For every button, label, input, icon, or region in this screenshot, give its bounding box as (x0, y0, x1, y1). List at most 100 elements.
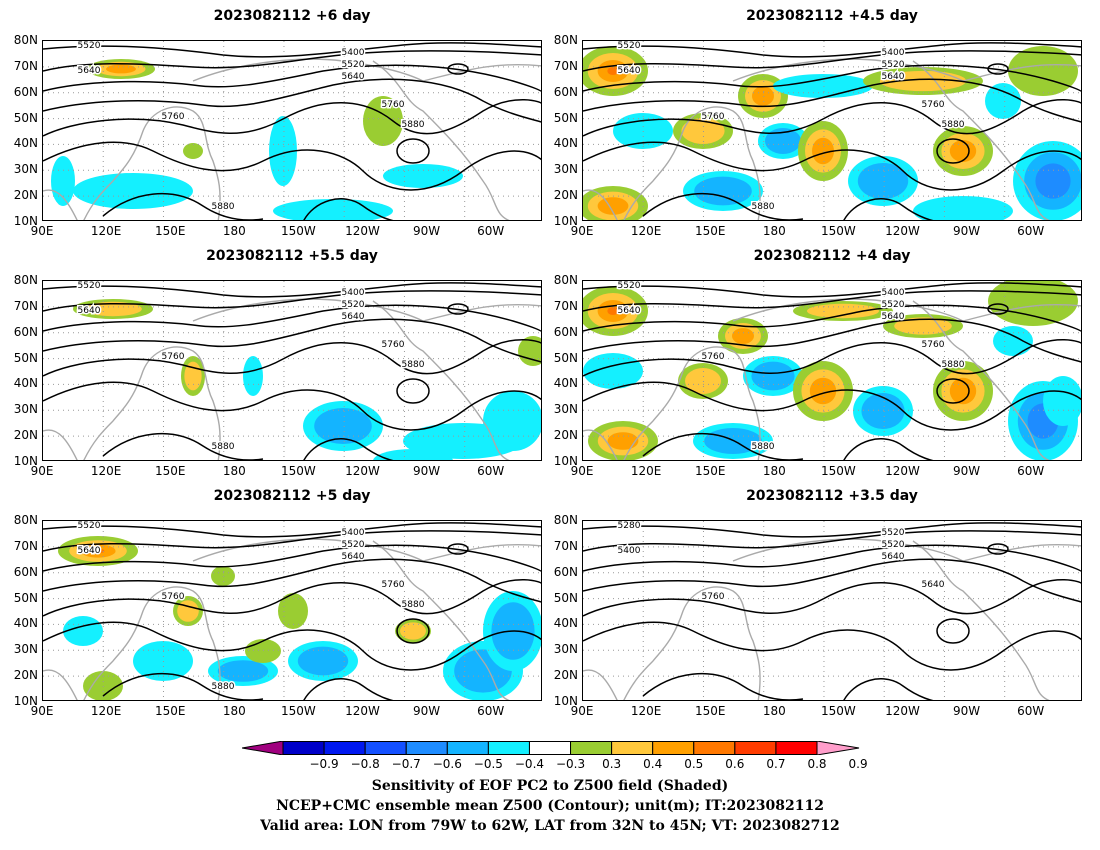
latitude-label: 70N (553, 298, 578, 313)
z500-contour-line (583, 530, 1081, 552)
colorbar-segment (652, 741, 695, 755)
latitude-label: 50N (553, 350, 578, 365)
panel-title: 2023082112 +4.5 day (746, 8, 918, 24)
colorbar-min-triangle (242, 741, 284, 755)
colorbar-tick-label: 0.7 (766, 757, 786, 771)
panel-title: 2023082112 +5.5 day (206, 248, 378, 264)
colorbar-segment (611, 741, 654, 755)
z500-contour-line (583, 339, 1081, 377)
longitude-label: 150E (694, 464, 726, 478)
latitude-label: 80N (13, 273, 38, 287)
latitude-label: 40N (553, 616, 578, 631)
contour-label: 5640 (342, 72, 365, 82)
map-panel: 5520 5640 5400 5520 5640 5760 5760 5880 5880 (582, 40, 1082, 221)
positive-sensitivity-area (798, 121, 848, 181)
latitude-label: 30N (13, 642, 38, 657)
longitude-label: 120W (885, 224, 920, 238)
contour-label: 5880 (942, 360, 965, 370)
contour-label: 5400 (882, 48, 905, 58)
latitude-label: 80N (553, 33, 578, 47)
positive-sensitivity-area (933, 361, 993, 421)
caption-valid-area: Valid area: LON from 79W to 62W, LAT fro… (260, 818, 840, 834)
longitude-label: 180 (222, 464, 246, 478)
z500-contour-line (642, 433, 804, 460)
z500-contour-line (43, 50, 541, 72)
z500-contour-line (102, 673, 264, 700)
latitude-label: 40N (553, 376, 578, 391)
positive-sensitivity-area (583, 46, 648, 96)
latitude-label: 60N (553, 84, 578, 99)
latitude-label: 20N (553, 668, 578, 683)
colorbar-segment (323, 741, 366, 755)
colorbar-segment (487, 741, 530, 755)
longitude-label: 90W (953, 704, 981, 718)
z500-contour-line (583, 381, 1081, 431)
positive-sensitivity-area (245, 639, 281, 663)
latitude-label: 20N (13, 668, 38, 683)
colorbar-tick-label: 0.4 (643, 757, 663, 771)
contour-label: 5880 (212, 442, 235, 452)
longitude-label: 90E (570, 464, 594, 478)
longitude-label: 120W (345, 224, 380, 238)
z500-contour-line (43, 64, 541, 92)
longitude-label: 150E (154, 704, 186, 718)
longitude-label: 120E (630, 464, 662, 478)
longitude-label: 120W (345, 704, 380, 718)
longitude-label: 90E (570, 704, 594, 718)
coastline (43, 58, 541, 220)
negative-sensitivity-area (208, 656, 278, 686)
longitude-label: 120W (885, 464, 920, 478)
latitude-label: 50N (553, 110, 578, 125)
longitude-label: 60W (1017, 704, 1045, 718)
longitude-label: 90W (413, 224, 441, 238)
negative-sensitivity-area (63, 616, 103, 646)
latitude-label: 10N (553, 694, 578, 708)
latitude-label: 30N (13, 402, 38, 417)
longitude-label: 150E (694, 224, 726, 238)
contour-label: 5760 (922, 100, 945, 110)
contour-label: 5520 (618, 41, 641, 51)
latitude-label: 30N (13, 162, 38, 177)
z500-contour-line (303, 198, 394, 220)
negative-sensitivity-area (373, 449, 453, 460)
contour-label: 5760 (162, 592, 185, 602)
colorbar-tick-label: 0.5 (684, 757, 704, 771)
contour-label: 5520 (882, 60, 905, 70)
coastline (583, 298, 1081, 460)
z500-contour-line (43, 78, 541, 123)
negative-sensitivity-area (985, 83, 1021, 119)
negative-sensitivity-area (269, 116, 297, 186)
contour-label: 5880 (212, 202, 235, 212)
positive-sensitivity-area (211, 566, 235, 586)
positive-sensitivity-area (793, 301, 893, 321)
graticule (43, 281, 541, 460)
negative-sensitivity-area (288, 641, 358, 681)
contour-label: 5880 (402, 120, 425, 130)
contour-label: 5760 (702, 352, 725, 362)
z500-contour-line (583, 579, 1081, 617)
colorbar-segment (570, 741, 613, 755)
contour-label: 5400 (618, 546, 641, 556)
colorbar (242, 741, 860, 755)
colorbar-segment (446, 741, 489, 755)
negative-sensitivity-area (483, 391, 541, 451)
contour-label: 5400 (342, 288, 365, 298)
contour-label: 5520 (618, 281, 641, 291)
colorbar-tick-label: 0.6 (725, 757, 745, 771)
z500-contours (583, 282, 1081, 460)
colorbar-segment (282, 741, 325, 755)
contour-label: 5880 (752, 202, 775, 212)
z500-contour-line (43, 544, 541, 572)
coastline (43, 538, 541, 700)
colorbar-tick-label: −0.3 (555, 757, 586, 771)
contour-label: 5640 (882, 552, 905, 562)
z500-contour-line (396, 378, 430, 404)
z500-contour-line (43, 304, 541, 332)
contour-label: 5760 (162, 112, 185, 122)
negative-sensitivity-area (1013, 141, 1081, 220)
longitude-label: 120E (630, 224, 662, 238)
z500-contour-line (102, 193, 264, 220)
longitude-label: 150W (281, 704, 316, 718)
positive-sensitivity-area (933, 126, 993, 176)
z500-contour-line (583, 318, 1081, 363)
